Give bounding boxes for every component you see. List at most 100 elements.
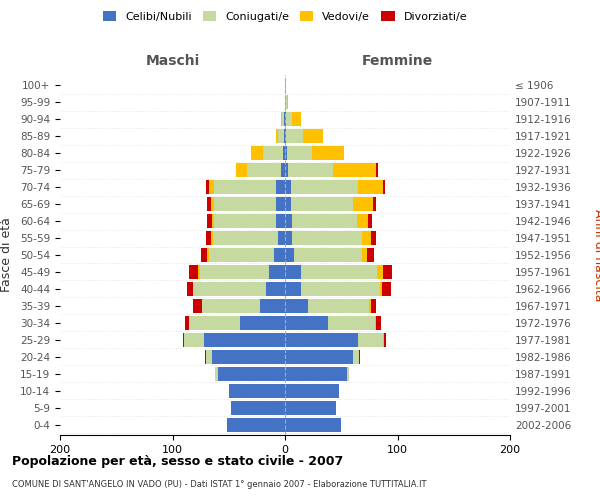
Bar [218,367,285,380]
Bar [204,333,285,346]
Bar [184,333,204,346]
Bar [213,231,278,245]
Bar [227,418,285,432]
Bar [285,384,339,398]
Bar [285,282,301,296]
Bar [276,180,285,194]
Bar [285,299,308,312]
Bar [287,146,312,160]
Bar [187,282,193,296]
Bar [200,248,208,262]
Bar [285,350,353,364]
Bar [266,282,285,296]
Bar [312,146,343,160]
Bar [193,299,202,312]
Bar [368,214,371,228]
Bar [289,164,334,177]
Bar [208,198,211,211]
Bar [308,299,370,312]
Bar [361,248,367,262]
Bar [286,130,303,143]
Bar [376,164,379,177]
Bar [278,231,285,245]
Bar [373,198,376,211]
Bar [301,282,380,296]
Bar [190,265,199,279]
Bar [367,248,374,262]
Bar [276,130,278,143]
Bar [182,333,184,346]
Bar [380,282,382,296]
Bar [285,248,294,262]
Bar [383,265,392,279]
Bar [353,198,373,211]
Bar [214,214,276,228]
Bar [303,130,323,143]
Bar [284,130,285,143]
Bar [208,214,212,228]
Bar [235,164,247,177]
Bar [206,350,212,364]
Bar [208,248,209,262]
Bar [384,333,386,346]
Bar [285,180,290,194]
Bar [361,231,371,245]
Text: Maschi: Maschi [145,54,200,68]
Bar [286,112,292,126]
Bar [292,112,301,126]
Bar [285,112,286,126]
Bar [214,180,276,194]
Bar [278,130,284,143]
Bar [334,164,376,177]
Bar [229,384,285,398]
Bar [211,231,213,245]
Bar [274,248,285,262]
Bar [260,299,285,312]
Bar [285,146,287,160]
Bar [285,333,358,346]
Bar [202,299,260,312]
Bar [301,265,377,279]
Bar [190,316,240,330]
Bar [292,214,357,228]
Bar [353,350,359,364]
Bar [281,164,285,177]
Bar [212,214,214,228]
Bar [290,198,353,211]
Y-axis label: Anni di nascita: Anni di nascita [592,209,600,301]
Bar [285,265,301,279]
Bar [214,198,276,211]
Bar [292,231,361,245]
Y-axis label: Fasce di età: Fasce di età [0,218,13,292]
Bar [371,231,376,245]
Bar [377,265,383,279]
Bar [285,130,286,143]
Text: Popolazione per età, sesso e stato civile - 2007: Popolazione per età, sesso e stato civil… [12,455,343,468]
Bar [193,282,266,296]
Bar [247,164,281,177]
Bar [285,401,335,414]
Bar [211,198,214,211]
Bar [285,316,328,330]
Bar [290,180,358,194]
Bar [285,231,292,245]
Bar [206,180,209,194]
Bar [281,112,284,126]
Bar [209,248,274,262]
Bar [285,78,286,92]
Bar [283,146,285,160]
Bar [370,299,371,312]
Bar [285,96,287,109]
Bar [263,146,283,160]
Bar [276,198,285,211]
Bar [240,316,285,330]
Bar [285,198,290,211]
Bar [205,350,206,364]
Bar [357,214,368,228]
Bar [231,401,285,414]
Bar [206,231,211,245]
Bar [383,333,384,346]
Text: Femmine: Femmine [362,54,433,68]
Bar [294,248,361,262]
Bar [284,112,285,126]
